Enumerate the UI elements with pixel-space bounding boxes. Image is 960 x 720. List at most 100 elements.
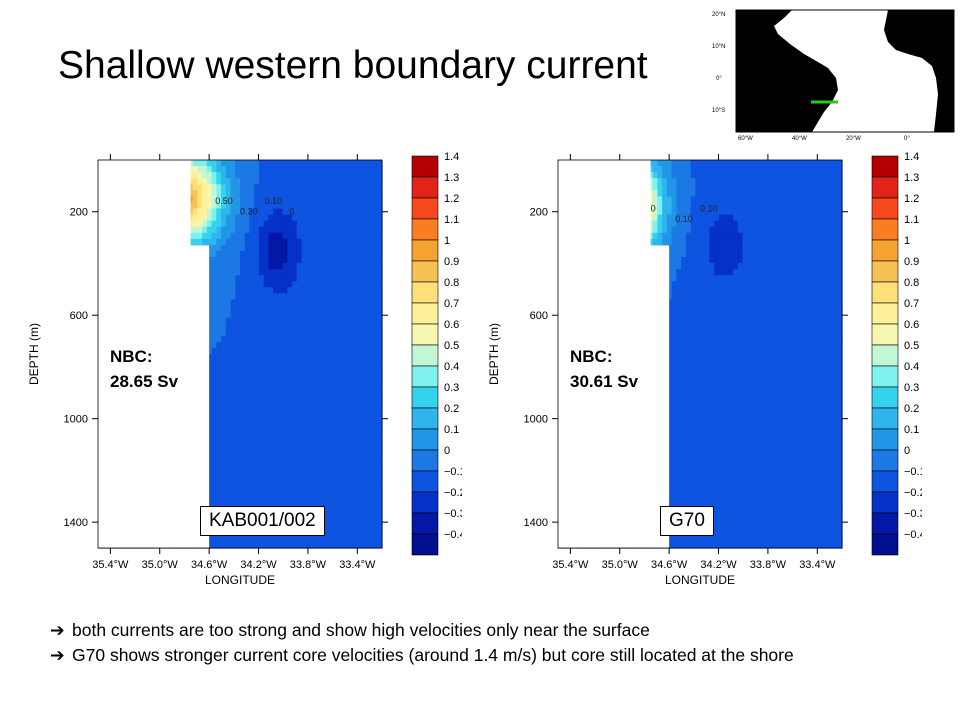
velocity-cell	[320, 263, 326, 270]
velocity-cell	[348, 469, 355, 476]
velocity-cell	[296, 463, 303, 470]
velocity-cell	[258, 202, 265, 210]
velocity-cell	[306, 444, 312, 452]
velocity-cell	[372, 178, 378, 185]
velocity-cell	[301, 499, 307, 507]
velocity-cell	[268, 426, 274, 434]
velocity-cell	[258, 541, 265, 549]
velocity-cell	[372, 451, 378, 458]
velocity-cell	[292, 190, 298, 197]
velocity-cell	[292, 172, 298, 179]
velocity-cell	[277, 493, 284, 501]
velocity-cell	[301, 451, 307, 458]
velocity-cell	[339, 523, 345, 531]
velocity-cell	[235, 269, 241, 276]
velocity-cell	[230, 414, 236, 422]
velocity-cell	[320, 190, 326, 197]
colorbar-label: 0.6	[444, 319, 459, 331]
velocity-cell	[329, 329, 336, 337]
velocity-cell	[254, 305, 260, 313]
velocity-cell	[358, 250, 364, 258]
velocity-cell	[282, 487, 288, 495]
velocity-cell	[320, 366, 326, 373]
velocity-cell	[268, 323, 274, 331]
velocity-cell	[263, 487, 269, 495]
velocity-cell	[244, 311, 251, 319]
velocity-cell	[329, 408, 336, 416]
velocity-cell	[197, 232, 203, 240]
colorbar-label: 0.3	[444, 382, 459, 394]
velocity-cell	[258, 244, 265, 252]
velocity-cell	[282, 347, 288, 355]
inset-lat-label: 10°S	[712, 108, 725, 114]
velocity-cell	[282, 293, 288, 301]
velocity-cell	[254, 372, 260, 379]
velocity-cell	[372, 493, 378, 501]
velocity-cell	[216, 214, 222, 222]
velocity-cell	[306, 269, 312, 276]
velocity-cell	[325, 172, 331, 179]
velocity-cell	[273, 250, 279, 258]
velocity-cell	[258, 208, 265, 216]
velocity-cell	[206, 396, 213, 404]
velocity-cell	[282, 420, 288, 428]
colorbar-label: 0.8	[444, 277, 459, 289]
velocity-cell	[287, 287, 293, 294]
velocity-cell	[263, 311, 269, 319]
velocity-cell	[287, 463, 293, 470]
velocity-cell	[358, 463, 364, 470]
velocity-cell	[358, 481, 364, 488]
velocity-cell	[282, 220, 288, 228]
velocity-cell	[244, 493, 251, 501]
velocity-cell	[216, 208, 222, 216]
velocity-cell	[334, 487, 340, 495]
velocity-cell	[282, 469, 288, 476]
velocity-cell	[240, 293, 246, 301]
velocity-cell	[334, 281, 340, 288]
velocity-cell	[348, 275, 355, 282]
velocity-cell	[263, 293, 269, 301]
velocity-cell	[367, 481, 374, 488]
velocity-cell	[225, 451, 232, 458]
velocity-cell	[277, 414, 284, 422]
velocity-cell	[249, 420, 255, 428]
velocity-cell	[329, 160, 336, 167]
velocity-cell	[211, 202, 217, 210]
velocity-cell	[282, 378, 288, 385]
velocity-cell	[244, 232, 251, 240]
velocity-cell	[206, 384, 213, 391]
velocity-cell	[344, 511, 350, 519]
velocity-cell	[263, 287, 269, 294]
velocity-cell	[367, 402, 374, 410]
velocity-cell	[296, 426, 303, 434]
velocity-cell	[320, 329, 326, 337]
velocity-cell	[282, 481, 288, 488]
velocity-cell	[244, 208, 251, 216]
velocity-cell	[221, 226, 227, 234]
velocity-cell	[348, 232, 355, 240]
velocity-cell	[320, 220, 326, 228]
velocity-cell	[377, 499, 383, 507]
velocity-cell	[363, 178, 369, 185]
velocity-cell	[325, 499, 331, 507]
velocity-cell	[216, 432, 222, 440]
velocity-cell	[329, 341, 336, 349]
velocity-cell	[363, 299, 369, 307]
velocity-cell	[287, 426, 293, 434]
velocity-cell	[377, 360, 383, 367]
velocity-cell	[206, 293, 213, 301]
velocity-cell	[325, 372, 331, 379]
velocity-cell	[211, 535, 217, 543]
velocity-cell	[348, 323, 355, 331]
velocity-cell	[225, 420, 232, 428]
velocity-cell	[367, 360, 374, 367]
velocity-cell	[249, 238, 255, 246]
velocity-cell	[353, 172, 359, 179]
velocity-cell	[296, 317, 303, 325]
colorbar-swatch	[411, 323, 439, 346]
velocity-cell	[372, 317, 378, 325]
velocity-cell	[344, 160, 350, 167]
velocity-cell	[287, 275, 293, 282]
velocity-cell	[344, 305, 350, 313]
velocity-cell	[230, 438, 236, 446]
